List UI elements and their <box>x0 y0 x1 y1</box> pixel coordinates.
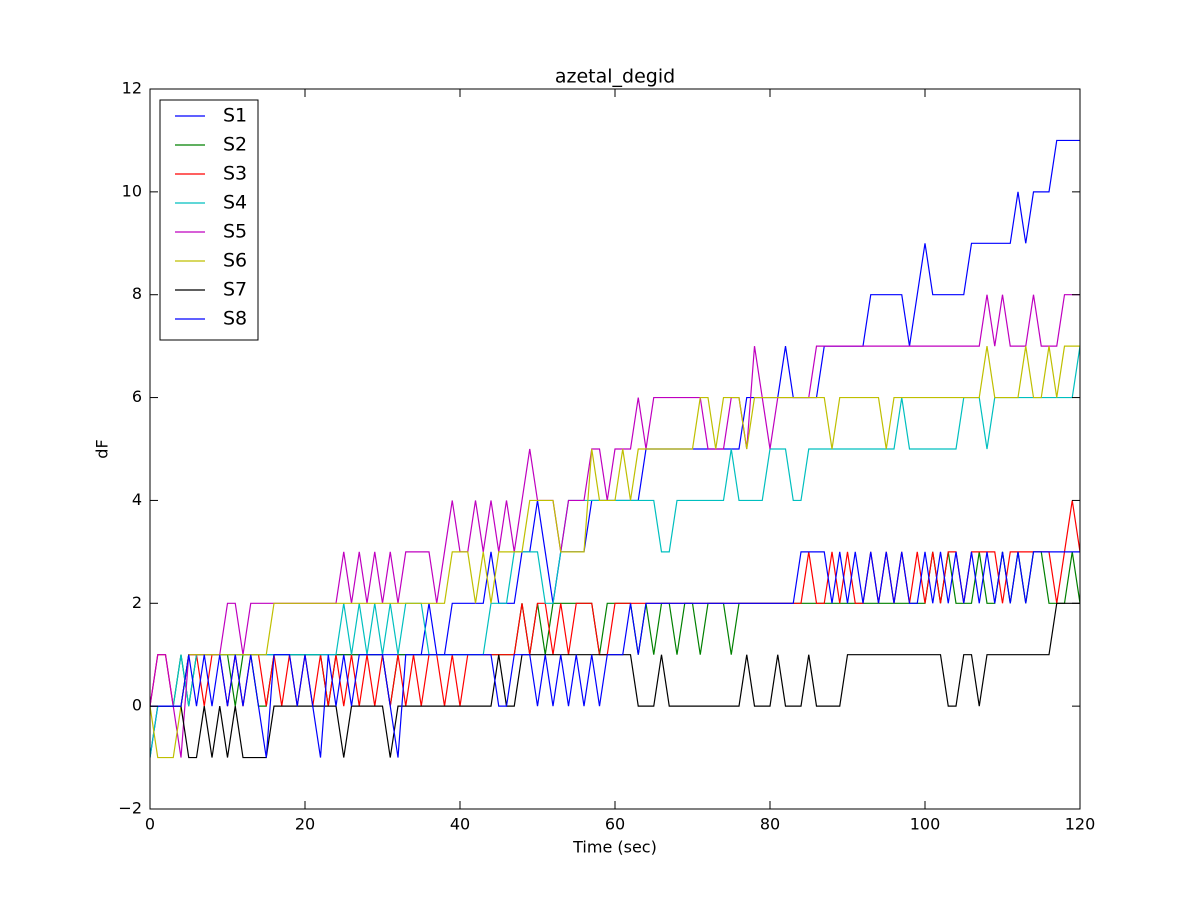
x-tick-label: 0 <box>145 815 155 834</box>
y-tick-label: 6 <box>132 387 142 406</box>
y-tick-label: 4 <box>132 490 142 509</box>
y-tick-label: −2 <box>118 799 142 818</box>
legend-label: S8 <box>223 308 247 330</box>
legend-label: S1 <box>223 105 247 127</box>
y-tick-label: 2 <box>132 593 142 612</box>
legend-label: S7 <box>223 279 247 301</box>
legend-label: S2 <box>223 134 247 156</box>
x-tick-label: 60 <box>605 815 625 834</box>
x-tick-label: 120 <box>1065 815 1096 834</box>
plot-frame <box>149 88 1081 810</box>
chart-title: azetal_degid <box>555 66 675 88</box>
y-tick-label: 10 <box>122 181 142 200</box>
y-tick-label: 12 <box>122 79 142 98</box>
y-tick-label: 0 <box>132 696 142 715</box>
series-line <box>150 345 1080 759</box>
legend-label: S3 <box>223 163 247 185</box>
legend-label: S6 <box>223 250 247 272</box>
x-tick-label: 80 <box>760 815 780 834</box>
legend-box <box>159 99 259 341</box>
x-tick-label: 100 <box>910 815 941 834</box>
legend-label: S5 <box>223 221 247 243</box>
x-tick-label: 40 <box>450 815 470 834</box>
y-axis-label: dF <box>93 439 112 458</box>
legend-label: S4 <box>223 192 247 214</box>
y-tick-label: 8 <box>132 284 142 303</box>
x-tick-label: 20 <box>295 815 315 834</box>
series-line <box>150 551 1080 758</box>
x-axis-label: Time (sec) <box>572 838 657 857</box>
